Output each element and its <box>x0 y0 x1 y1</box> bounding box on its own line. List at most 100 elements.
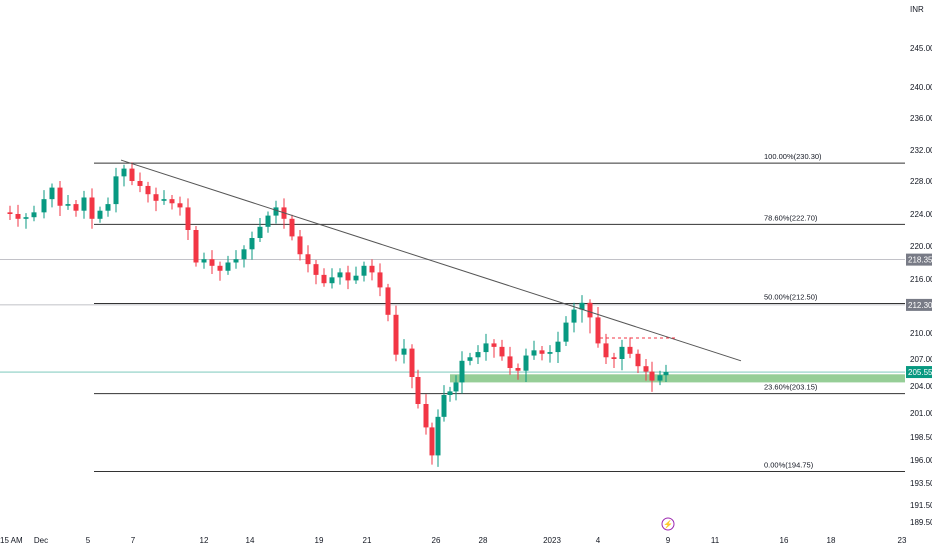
y-tick-label: 245.00 <box>910 44 932 53</box>
candle-body <box>305 254 311 265</box>
currency-label: INR <box>910 5 924 14</box>
candle-body <box>611 357 617 359</box>
y-tick-label: 196.00 <box>910 456 932 465</box>
candle-body <box>257 226 263 238</box>
candle-body <box>169 199 175 204</box>
y-tick-label: 193.50 <box>910 479 932 488</box>
candle-body <box>217 265 223 271</box>
candle-body <box>635 353 641 367</box>
candle-body <box>491 343 497 347</box>
candle-body <box>321 274 327 284</box>
y-tick-label: 191.50 <box>910 501 932 510</box>
x-tick-label: 5 <box>86 536 91 545</box>
y-tick-label: 236.00 <box>910 114 932 123</box>
candle-body <box>57 187 63 206</box>
candle-body <box>225 262 231 271</box>
candle-body <box>539 350 545 354</box>
fib-level-label: 78.60%(222.70) <box>764 213 818 222</box>
candle-body <box>453 382 459 392</box>
candle-body <box>241 249 247 260</box>
price-tag-box <box>906 253 932 266</box>
candle-body <box>177 203 183 208</box>
candle-body <box>153 194 159 201</box>
price-tags: 218.35 212.30 205.55 <box>906 253 932 379</box>
candle-body <box>105 204 111 211</box>
support-zone-band <box>450 374 905 383</box>
downtrend-line <box>120 159 742 362</box>
lightning-icon <box>661 517 675 531</box>
candle-body <box>447 391 453 395</box>
candle-body <box>273 207 279 216</box>
candle-body <box>313 264 319 275</box>
candle-body <box>595 317 601 344</box>
candle-body <box>81 197 87 211</box>
candle-body <box>515 368 521 371</box>
candle-body <box>603 343 609 358</box>
candle-body <box>31 212 37 218</box>
y-tick-label: 216.00 <box>910 275 932 284</box>
candle-body <box>49 187 55 200</box>
price-tag-label: 212.30 <box>908 301 932 310</box>
candle-body <box>547 352 553 354</box>
y-tick-label: 210.00 <box>910 329 932 338</box>
candle-body <box>467 357 473 361</box>
x-tick-label: 26 <box>432 536 441 545</box>
y-tick-label: 220.00 <box>910 242 932 251</box>
candle-body <box>657 375 663 381</box>
y-tick-label: 228.00 <box>910 177 932 186</box>
candle-body <box>289 218 295 237</box>
candle-body <box>113 176 119 205</box>
candle-body <box>185 207 191 230</box>
price-tag-box <box>906 366 932 379</box>
price-axis: INR 245.00 240.00 236.00 232.00 228.00 224.00 2… <box>910 5 932 527</box>
candle-body <box>531 350 537 356</box>
x-tick-label: 7 <box>131 536 136 545</box>
candle-body <box>297 236 303 255</box>
candle-body <box>435 416 441 456</box>
candle-body <box>523 355 529 371</box>
trendline <box>120 159 742 362</box>
y-tick-label: 204.00 <box>910 382 932 391</box>
candle-body <box>353 275 359 281</box>
candle-body <box>619 346 625 359</box>
candle-body <box>643 366 649 372</box>
candle-body <box>7 212 13 214</box>
x-tick-label: 9 <box>666 536 671 545</box>
candle-body <box>137 181 143 186</box>
x-tick-label: 15 AM <box>0 536 23 545</box>
fib-level-label: 100.00%(230.30) <box>764 152 822 161</box>
candle-body <box>429 427 435 456</box>
grid <box>0 259 905 373</box>
x-tick-label: 11 <box>711 536 720 545</box>
candle-body <box>571 309 577 323</box>
candle-body <box>627 346 633 354</box>
x-tick-label: 18 <box>827 536 836 545</box>
candle-body <box>121 168 127 177</box>
fib-level-label: 0.00%(194.75) <box>764 461 814 470</box>
candle-body <box>441 395 447 417</box>
candle-body <box>89 197 95 219</box>
candle-body <box>129 168 135 181</box>
candle-body <box>209 259 215 266</box>
candle-body <box>249 238 255 250</box>
candle-body <box>23 217 29 219</box>
candle-body <box>385 287 391 315</box>
candle-body <box>423 404 429 428</box>
candle-body <box>97 210 103 219</box>
candle-body <box>649 371 655 381</box>
candle-body <box>145 185 151 195</box>
x-tick-label: 4 <box>596 536 601 545</box>
x-tick-label: 21 <box>363 536 372 545</box>
candle-body <box>555 341 561 353</box>
x-tick-label: 12 <box>200 536 209 545</box>
price-tag-box <box>906 298 932 311</box>
candle-body <box>337 272 343 278</box>
time-axis: 15 AM Dec 5 7 12 14 19 21 26 28 2023 4 9 11 16 18 23 ⚡ <box>0 517 907 545</box>
y-tick-label: 240.00 <box>910 83 932 92</box>
candle-body <box>193 230 199 263</box>
candle-body <box>65 204 71 206</box>
candle-body <box>161 199 167 201</box>
y-tick-label: 232.00 <box>910 146 932 155</box>
candle-body <box>265 215 271 227</box>
